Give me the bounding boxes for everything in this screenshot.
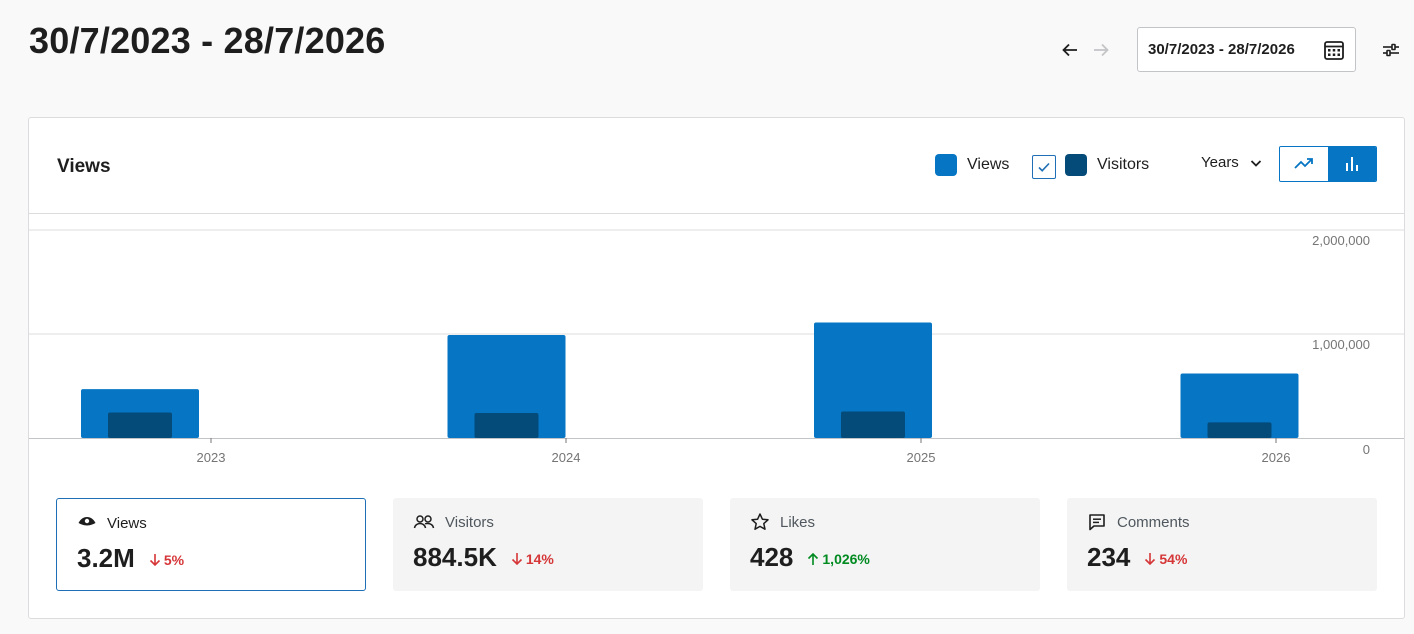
star-icon bbox=[751, 513, 769, 530]
stat-label: Views bbox=[107, 514, 147, 532]
legend-views: Views bbox=[935, 154, 1009, 176]
views-swatch bbox=[935, 154, 957, 176]
eye-icon bbox=[78, 517, 96, 526]
views-chart-card: Views Views Visitors Years bbox=[28, 117, 1405, 619]
line-chart-button[interactable] bbox=[1280, 147, 1328, 181]
x-tick-label: 2024 bbox=[552, 450, 581, 465]
views-bar-chart: 2,000,000 1,000,000 0 2023 2024 2025 2026 bbox=[29, 229, 1404, 465]
date-range-label: 30/7/2023 - 28/7/2026 bbox=[1148, 41, 1295, 58]
date-range-picker[interactable]: 30/7/2023 - 28/7/2026 bbox=[1137, 27, 1356, 72]
x-tick-label: 2026 bbox=[1262, 450, 1291, 465]
next-period-button[interactable] bbox=[1089, 38, 1113, 62]
visitors-swatch bbox=[1065, 154, 1087, 176]
calendar-icon bbox=[1324, 40, 1344, 60]
stat-value: 428 bbox=[750, 542, 794, 572]
stat-delta-value: 1,026% bbox=[822, 551, 870, 567]
arrow-left-icon bbox=[1062, 43, 1077, 57]
chart-header-divider bbox=[29, 213, 1404, 214]
legend-visitors[interactable]: Visitors bbox=[1065, 154, 1149, 176]
y-tick-label: 0 bbox=[1363, 442, 1370, 457]
legend-visitors-label: Visitors bbox=[1097, 156, 1150, 173]
bar-views bbox=[1180, 373, 1299, 438]
bar-visitors bbox=[474, 413, 539, 438]
bar-chart-button[interactable] bbox=[1328, 147, 1376, 181]
arrow-down-icon bbox=[511, 553, 522, 566]
bar-visitors bbox=[108, 412, 172, 438]
people-icon bbox=[413, 515, 435, 529]
stat-value: 3.2M bbox=[77, 543, 135, 573]
stat-card-visitors[interactable]: Visitors 884.5K 14% bbox=[393, 498, 703, 591]
stat-label: Visitors bbox=[445, 513, 494, 531]
stat-value: 234 bbox=[1087, 542, 1131, 572]
bar-views bbox=[814, 322, 932, 438]
bar-chart-icon bbox=[1346, 157, 1358, 171]
settings-button[interactable] bbox=[1379, 38, 1403, 62]
stat-label: Likes bbox=[780, 513, 816, 531]
visitors-checkbox[interactable] bbox=[1032, 155, 1056, 179]
previous-period-button[interactable] bbox=[1058, 38, 1082, 62]
chart-type-toggle bbox=[1279, 146, 1377, 182]
chevron-down-icon bbox=[1250, 159, 1261, 167]
stat-delta: 5% bbox=[149, 552, 184, 568]
stat-card-views[interactable]: Views 3.2M 5% bbox=[56, 498, 366, 591]
stat-delta-value: 5% bbox=[163, 552, 185, 568]
sliders-icon bbox=[1383, 43, 1399, 57]
bar-visitors bbox=[841, 411, 905, 438]
trending-up-icon bbox=[1294, 158, 1313, 169]
stat-delta: 14% bbox=[511, 551, 554, 567]
arrow-right-icon bbox=[1094, 43, 1109, 57]
legend-views-label: Views bbox=[967, 156, 1010, 173]
stat-value: 884.5K bbox=[413, 542, 497, 572]
period-select[interactable]: Years bbox=[1201, 154, 1263, 171]
period-select-value: Years bbox=[1201, 154, 1239, 171]
stat-card-likes[interactable]: Likes 428 1,026% bbox=[730, 498, 1040, 591]
arrow-down-icon bbox=[1145, 553, 1156, 566]
stat-delta-value: 14% bbox=[525, 551, 554, 567]
stat-card-comments[interactable]: Comments 234 54% bbox=[1067, 498, 1377, 591]
y-tick-label: 1,000,000 bbox=[1312, 337, 1370, 352]
stat-delta: 54% bbox=[1144, 551, 1187, 567]
bar-views bbox=[447, 335, 566, 438]
comment-icon bbox=[1089, 514, 1105, 531]
arrow-down-icon bbox=[149, 554, 160, 567]
arrow-up-icon bbox=[808, 552, 819, 565]
checkmark-icon bbox=[1038, 162, 1050, 172]
x-tick-label: 2023 bbox=[197, 450, 226, 465]
chart-title: Views bbox=[57, 156, 111, 177]
page-title: 30/7/2023 - 28/7/2026 bbox=[29, 20, 386, 61]
bar-visitors bbox=[1207, 422, 1272, 438]
x-tick-label: 2025 bbox=[907, 450, 936, 465]
stat-delta: 1,026% bbox=[807, 551, 870, 567]
stat-label: Comments bbox=[1117, 513, 1190, 531]
y-tick-label: 2,000,000 bbox=[1312, 233, 1370, 248]
stat-delta-value: 54% bbox=[1159, 551, 1188, 567]
